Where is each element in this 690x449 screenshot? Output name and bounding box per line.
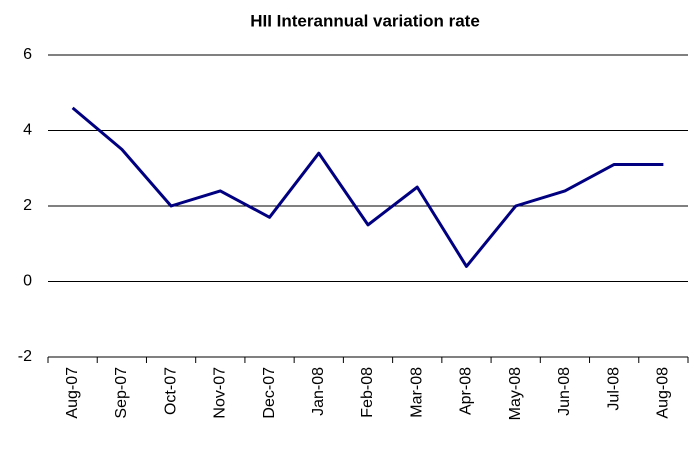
x-tick-label: Jan-08 xyxy=(310,367,327,416)
x-tick-label: Sep-07 xyxy=(113,367,130,419)
x-tick-label: Nov-07 xyxy=(212,367,229,419)
x-tick-label: Feb-08 xyxy=(359,367,376,418)
x-tick-label: Jul-08 xyxy=(605,367,622,411)
x-tick-label: May-08 xyxy=(507,367,524,420)
x-tick-label: Jun-08 xyxy=(556,367,573,416)
x-tick-label: Aug-08 xyxy=(655,367,672,419)
x-tick-label: Oct-07 xyxy=(162,367,179,415)
chart-title: HII Interannual variation rate xyxy=(250,11,480,30)
x-tick-label: Mar-08 xyxy=(408,367,425,418)
y-tick-label: 4 xyxy=(23,122,32,139)
x-tick-label: Aug-07 xyxy=(64,367,81,419)
y-tick-label: -2 xyxy=(18,348,32,365)
y-tick-label: 2 xyxy=(23,197,32,214)
x-tick-label: Apr-08 xyxy=(458,367,475,415)
y-tick-label: 6 xyxy=(23,46,32,63)
y-tick-label: 0 xyxy=(23,273,32,290)
data-line xyxy=(71,106,664,268)
x-tick-label: Dec-07 xyxy=(261,367,278,419)
